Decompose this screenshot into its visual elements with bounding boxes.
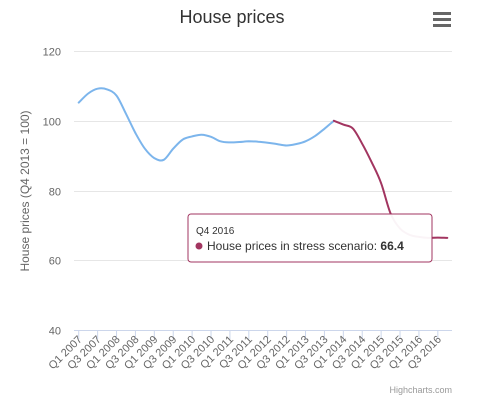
y-axis-title: House prices (Q4 2013 = 100)	[18, 110, 32, 271]
credits-link[interactable]: Highcharts.com	[389, 385, 452, 395]
tooltip-line: House prices in stress scenario: 66.4	[207, 239, 404, 253]
chart-menu-button[interactable]	[430, 9, 454, 31]
y-tick-label: 120	[43, 47, 61, 59]
series-line-house-prices	[77, 87, 335, 162]
tooltip-series-marker	[195, 242, 203, 250]
y-tick-label: 60	[49, 256, 61, 268]
y-tick-label: 100	[43, 117, 61, 129]
tooltip-value: 66.4	[380, 239, 404, 253]
tooltip-header: Q4 2016	[196, 226, 235, 237]
chart-title: House prices	[179, 7, 284, 27]
hamburger-menu-icon	[433, 12, 451, 27]
tooltip-separator: :	[374, 239, 381, 253]
tooltip: Q4 2016 House prices in stress scenario:…	[187, 213, 433, 263]
tooltip-box	[187, 213, 433, 263]
y-axis: 40 60 80 100 120	[43, 47, 61, 338]
tooltip-series-name: House prices in stress scenario	[207, 239, 374, 253]
y-tick-label: 40	[49, 326, 61, 338]
y-tick-label: 80	[49, 187, 61, 199]
